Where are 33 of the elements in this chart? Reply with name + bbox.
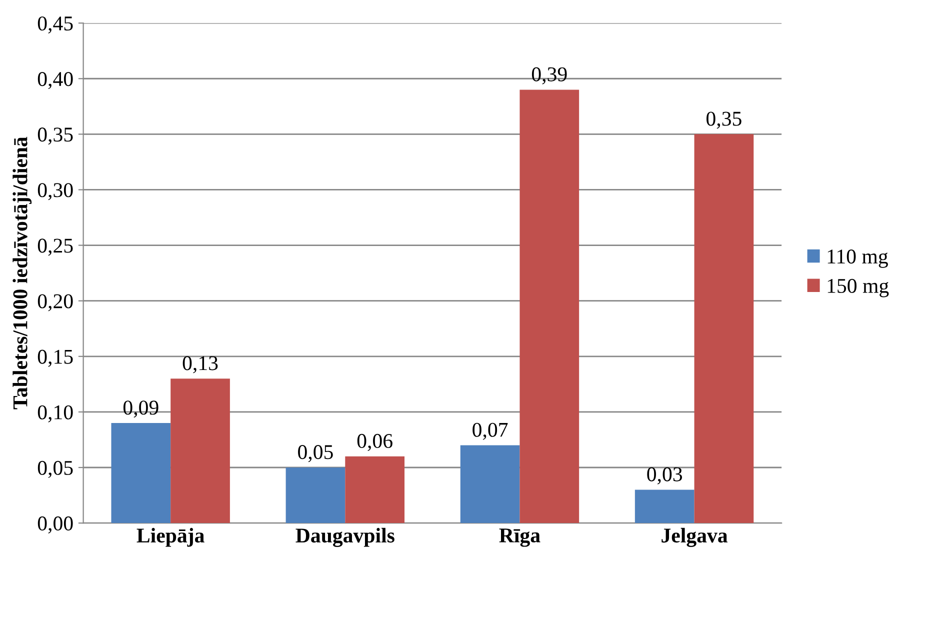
y-axis-title: Tabletes/1000 iedzīvotāji/dienā [12,136,32,410]
bar [170,378,230,524]
bar [694,134,754,524]
y-tick-label: 0,15 [38,350,73,367]
y-tick-label: 0,20 [38,294,73,312]
data-label: 0,09 [123,400,158,418]
bar [460,445,520,524]
data-label: 0,05 [298,445,333,462]
y-tick-label: 0,00 [38,516,73,534]
y-tick-label: 0,25 [38,238,73,256]
x-tick-label: Daugavpils [296,528,394,547]
y-tick-label: 0,10 [38,405,73,422]
bar [345,456,404,524]
legend-label: 110 mg [828,250,888,268]
y-tick-label: 0,05 [38,460,73,478]
bar [111,423,171,524]
y-tick-label: 0,45 [38,16,73,34]
x-tick-label: Rīga [499,528,540,547]
data-label: 0,35 [706,112,742,129]
bar [520,90,580,524]
data-label: 0,39 [532,67,567,84]
y-tick-label: 0,35 [38,128,73,145]
bar [286,468,346,524]
y-tick-label: 0,30 [38,183,73,200]
data-label: 0,03 [647,467,682,484]
x-tick-label: Jelgava [662,528,728,547]
legend-label: 150 mg [828,278,889,298]
x-tick-label: Liepāja [136,528,204,547]
data-label: 0,13 [182,356,218,374]
bar [634,490,694,524]
data-label: 0,07 [472,422,508,440]
y-tick-label: 0,40 [38,72,73,90]
data-label: 0,06 [357,434,392,451]
